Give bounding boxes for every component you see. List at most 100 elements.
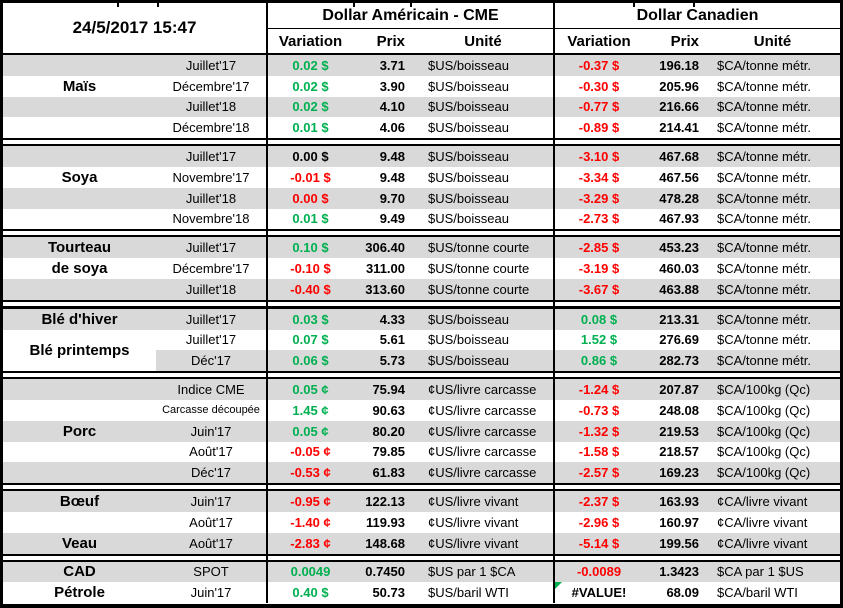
contract-month-cell: Décembre'17 bbox=[156, 258, 268, 279]
unit-us-cell: ¢US/livre vivant bbox=[413, 532, 555, 554]
category-label: Maïs bbox=[3, 75, 156, 97]
price-ca-cell: 248.08 bbox=[643, 399, 705, 421]
unit-us-cell: ¢US/livre carcasse bbox=[413, 441, 555, 463]
category-cell bbox=[3, 117, 156, 139]
price-ca-cell: 467.68 bbox=[643, 146, 705, 167]
price-ca-cell: 453.23 bbox=[643, 237, 705, 259]
contract-month-cell: Indice CME bbox=[156, 379, 268, 400]
category-cell bbox=[3, 278, 156, 300]
variation-us-cell: 0.00 $ bbox=[268, 146, 353, 167]
price-us-cell: 0.7450 bbox=[353, 561, 413, 583]
unit-us-cell: $US/boisseau bbox=[413, 117, 555, 139]
unit-ca-cell: $CA/tonne métr. bbox=[705, 208, 840, 230]
contract-month-cell: Novembre'18 bbox=[156, 208, 268, 230]
price-us-cell: 5.73 bbox=[353, 350, 413, 372]
variation-ca-cell: 0.08 $ bbox=[555, 308, 643, 330]
unit-ca-cell: $CA/baril WTI bbox=[705, 582, 840, 604]
variation-us-cell: 0.05 ¢ bbox=[268, 379, 353, 400]
column-tick bbox=[117, 3, 119, 7]
us-dollar-header: Dollar Américain - CME bbox=[268, 3, 555, 29]
variation-ca-cell: -3.34 $ bbox=[555, 166, 643, 188]
variation-ca-cell: -2.85 $ bbox=[555, 237, 643, 259]
column-tick bbox=[410, 3, 412, 7]
price-ca-cell: 1.3423 bbox=[643, 561, 705, 583]
price-ca-cell: 218.57 bbox=[643, 441, 705, 463]
variation-us-cell: -1.40 ¢ bbox=[268, 511, 353, 533]
category-label: de soya bbox=[3, 258, 156, 279]
section-separator bbox=[3, 140, 840, 145]
section-boeuf-veau: Juin'17 -0.95 ¢ 122.13 ¢US/livre vivant -2.3… bbox=[3, 489, 840, 556]
variation-ca-cell: -0.30 $ bbox=[555, 75, 643, 97]
section-separator bbox=[3, 485, 840, 490]
variation-ca-cell: -1.58 $ bbox=[555, 441, 643, 463]
price-ca-cell: 478.28 bbox=[643, 187, 705, 209]
category-label: Tourteau bbox=[3, 237, 156, 259]
variation-us-cell: -0.53 ¢ bbox=[268, 462, 353, 484]
contract-month-cell: Carcasse découpée bbox=[156, 399, 268, 421]
contract-month-cell: Juillet'17 bbox=[156, 308, 268, 330]
contract-month-cell: Décembre'18 bbox=[156, 117, 268, 139]
price-us-cell: 75.94 bbox=[353, 379, 413, 400]
price-ca-cell: 160.97 bbox=[643, 511, 705, 533]
contract-month-cell: Juillet'18 bbox=[156, 96, 268, 118]
price-us-cell: 4.06 bbox=[353, 117, 413, 139]
variation-ca-cell: -2.96 $ bbox=[555, 511, 643, 533]
price-us-cell: 80.20 bbox=[353, 420, 413, 442]
contract-month-cell: Juillet'18 bbox=[156, 278, 268, 300]
unit-us-cell: $US/boisseau bbox=[413, 329, 555, 351]
variation-us-cell: -0.01 $ bbox=[268, 166, 353, 188]
category-cell bbox=[3, 55, 156, 76]
variation-ca-cell: -2.57 $ bbox=[555, 462, 643, 484]
unit-ca-cell: $CA/100kg (Qc) bbox=[705, 379, 840, 400]
category-cell bbox=[3, 399, 156, 421]
price-us-cell: 50.73 bbox=[353, 582, 413, 604]
unit-us-cell: $US/boisseau bbox=[413, 187, 555, 209]
category-label: Veau bbox=[3, 532, 156, 554]
section-mais: Juillet'17 0.02 $3.71 $US/boisseau -0.37 $1… bbox=[3, 55, 840, 141]
contract-month-cell: Déc'17 bbox=[156, 350, 268, 372]
variation-us-cell: 0.0049 bbox=[268, 561, 353, 583]
unite-ca-column-header: Unité bbox=[753, 32, 792, 50]
contract-month-cell: SPOT bbox=[156, 561, 268, 583]
variation-us-cell: 0.02 $ bbox=[268, 55, 353, 76]
unit-ca-cell: $CA/tonne métr. bbox=[705, 187, 840, 209]
variation-us-cell: -0.40 $ bbox=[268, 278, 353, 300]
price-us-cell: 148.68 bbox=[353, 532, 413, 554]
unit-us-cell: $US/boisseau bbox=[413, 96, 555, 118]
price-us-cell: 4.10 bbox=[353, 96, 413, 118]
prix-ca-column-header: Prix bbox=[670, 32, 699, 50]
price-ca-cell: 467.56 bbox=[643, 166, 705, 188]
variation-us-cell: 0.06 $ bbox=[268, 350, 353, 372]
unit-ca-cell: $CA/tonne métr. bbox=[705, 117, 840, 139]
variation-ca-cell: -0.37 $ bbox=[555, 55, 643, 76]
variation-ca-cell: 0.86 $ bbox=[555, 350, 643, 372]
price-ca-cell: 282.73 bbox=[643, 350, 705, 372]
ca-dollar-header: Dollar Canadien bbox=[555, 3, 840, 29]
unit-ca-cell: $CA/tonne métr. bbox=[705, 278, 840, 300]
category-label: Blé d'hiver bbox=[3, 308, 156, 330]
price-ca-cell: 196.18 bbox=[643, 55, 705, 76]
variation-ca-cell: -1.24 $ bbox=[555, 379, 643, 400]
variation-us-cell: -2.83 ¢ bbox=[268, 532, 353, 554]
table-header: 24/5/2017 15:47 Dollar Américain - CME D… bbox=[3, 3, 840, 55]
price-us-cell: 90.63 bbox=[353, 399, 413, 421]
contract-month-cell: Déc'17 bbox=[156, 462, 268, 484]
unit-ca-cell: $CA/tonne métr. bbox=[705, 75, 840, 97]
contract-month-cell: Juillet'17 bbox=[156, 237, 268, 259]
variation-us-cell: 0.07 $ bbox=[268, 329, 353, 351]
variation-ca-column-header: Variation bbox=[567, 32, 631, 50]
variation-us-cell: 0.02 $ bbox=[268, 75, 353, 97]
price-us-cell: 9.70 bbox=[353, 187, 413, 209]
contract-month-cell: Juin'17 bbox=[156, 420, 268, 442]
category-label: Soya bbox=[3, 166, 156, 188]
contract-month-cell: Novembre'17 bbox=[156, 166, 268, 188]
contract-month-cell: Décembre'17 bbox=[156, 75, 268, 97]
variation-us-cell: -0.95 ¢ bbox=[268, 491, 353, 512]
contract-month-cell: Juin'17 bbox=[156, 491, 268, 512]
category-cell bbox=[3, 441, 156, 463]
variation-us-cell: 0.40 $ bbox=[268, 582, 353, 604]
contract-month-cell: Juillet'17 bbox=[156, 329, 268, 351]
price-us-cell: 306.40 bbox=[353, 237, 413, 259]
category-cell bbox=[3, 379, 156, 400]
contract-month-cell: Août'17 bbox=[156, 511, 268, 533]
